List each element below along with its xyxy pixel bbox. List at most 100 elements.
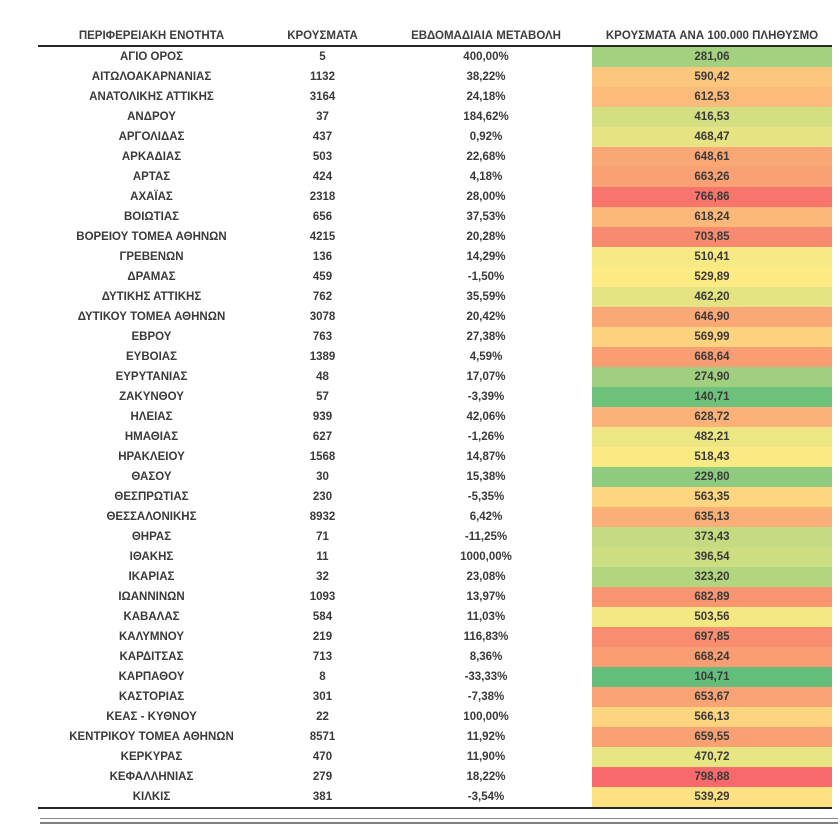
cases-cell: 1132 [310, 71, 335, 83]
region-cell: ΚΑΒΑΛΑΣ [123, 611, 180, 623]
cases-cell: 2318 [309, 191, 336, 203]
per-100k-cell: 373,43 [592, 527, 832, 547]
per-100k-cell: 668,64 [592, 347, 832, 367]
weekly-change-cell: 400,00% [463, 51, 509, 63]
per-100k-cell: 628,72 [592, 407, 832, 427]
weekly-change-cell: -5,35% [467, 491, 505, 503]
cases-cell: 763 [312, 331, 333, 343]
table-row: ΗΡΑΚΛΕΙΟΥ 1568 14,87% 518,43 [38, 447, 832, 467]
cases-cell: 30 [316, 471, 329, 483]
table-row: ΘΕΣΣΑΛΟΝΙΚΗΣ 8932 6,42% 635,13 [38, 507, 832, 527]
cases-cell: 37 [316, 111, 329, 123]
cases-cell: 1389 [309, 351, 336, 363]
table-body: ΑΓΙΟ ΟΡΟΣ 5 400,00% 281,06 ΑΙΤΩΛΟΑΚΑΡΝΑΝΙΑΣ 1… [38, 46, 832, 809]
cases-cell: 3078 [309, 311, 336, 323]
region-cell: ΗΡΑΚΛΕΙΟΥ [118, 451, 185, 463]
weekly-change-cell: 11,03% [466, 611, 506, 623]
table-row: ΑΧΑΪΑΣ 2318 28,00% 766,86 [38, 187, 832, 207]
weekly-change-cell: 184,62% [463, 111, 509, 123]
table-row: ΚΑΣΤΟΡΙΑΣ 301 -7,38% 653,67 [38, 687, 832, 707]
region-cell: ΓΡΕΒΕΝΩΝ [119, 251, 184, 263]
weekly-change-cell: 116,83% [463, 631, 509, 643]
table-row: ΗΛΕΙΑΣ 939 42,06% 628,72 [38, 407, 832, 427]
cases-cell: 8571 [309, 731, 336, 743]
per-100k-cell: 396,54 [592, 547, 832, 567]
region-cell: ΚΕΑΣ - ΚΥΘΝΟΥ [106, 711, 197, 723]
table-row: ΔΥΤΙΚΟΥ ΤΟΜΕΑ ΑΘΗΝΩΝ 3078 20,42% 646,90 [38, 307, 832, 327]
region-cell: ΘΗΡΑΣ [131, 531, 172, 543]
cases-cell: 301 [312, 691, 333, 703]
cases-cell: 1568 [309, 451, 336, 463]
per-100k-cell: 229,80 [592, 467, 832, 487]
table-row: ΑΙΤΩΛΟΑΚΑΡΝΑΝΙΑΣ 1132 38,22% 590,42 [38, 67, 832, 87]
weekly-change-cell: 13,97% [466, 591, 506, 603]
per-100k-cell: 668,24 [592, 647, 832, 667]
per-100k-cell: 416,53 [592, 107, 832, 127]
region-cell: ΔΡΑΜΑΣ [127, 271, 176, 283]
per-100k-cell: 104,71 [592, 667, 832, 687]
table-row: ΘΕΣΠΡΩΤΙΑΣ 230 -5,35% 563,35 [38, 487, 832, 507]
weekly-change-cell: 14,87% [466, 451, 506, 463]
table-row: ΓΡΕΒΕΝΩΝ 136 14,29% 510,41 [38, 247, 832, 267]
table-row: ΑΓΙΟ ΟΡΟΣ 5 400,00% 281,06 [38, 46, 832, 67]
per-100k-cell: 482,21 [592, 427, 832, 447]
cases-cell: 48 [316, 371, 329, 383]
cases-cell: 8 [319, 671, 326, 683]
region-cell: ΙΚΑΡΙΑΣ [128, 571, 175, 583]
weekly-change-cell: -33,33% [464, 671, 508, 683]
weekly-change-cell: 28,00% [466, 191, 506, 203]
region-cell: ΚΑΡΠΑΘΟΥ [118, 671, 185, 683]
cases-cell: 656 [312, 211, 333, 223]
cases-cell: 22 [316, 711, 329, 723]
weekly-change-cell: 1000,00% [460, 551, 512, 563]
region-cell: ΑΡΚΑΔΙΑΣ [121, 151, 182, 163]
region-cell: ΘΕΣΣΑΛΟΝΙΚΗΣ [106, 511, 197, 523]
weekly-change-cell: 18,22% [466, 771, 506, 783]
weekly-change-cell: 14,29% [466, 251, 506, 263]
cases-cell: 627 [312, 431, 333, 443]
region-cell: ΙΩΑΝΝΙΝΩΝ [118, 591, 185, 603]
per-100k-cell: 470,72 [592, 747, 832, 767]
region-cell: ΒΟΙΩΤΙΑΣ [123, 211, 180, 223]
weekly-change-cell: -1,26% [467, 431, 505, 443]
weekly-change-cell: 23,08% [466, 571, 506, 583]
per-100k-cell: 510,41 [592, 247, 832, 267]
per-100k-cell: 766,86 [592, 187, 832, 207]
per-100k-cell: 274,90 [592, 367, 832, 387]
table-row: ΕΒΡΟΥ 763 27,38% 569,99 [38, 327, 832, 347]
weekly-change-cell: 37,53% [466, 211, 506, 223]
cases-cell: 713 [312, 651, 333, 663]
cases-cell: 381 [265, 787, 380, 809]
per-100k-cell: 281,06 [592, 46, 832, 67]
table-row: ΖΑΚΥΝΘΟΥ 57 -3,39% 140,71 [38, 387, 832, 407]
cases-cell: 71 [316, 531, 329, 543]
table-row: ΚΑΡΠΑΘΟΥ 8 -33,33% 104,71 [38, 667, 832, 687]
region-cell: ΕΥΒΟΙΑΣ [126, 351, 177, 363]
region-cell: ΑΝΑΤΟΛΙΚΗΣ ΑΤΤΙΚΗΣ [89, 91, 214, 103]
region-cell: ΚΑΛΥΜΝΟΥ [118, 631, 185, 643]
cases-cell: 5 [319, 51, 326, 63]
weekly-change-cell: 11,90% [466, 751, 506, 763]
per-100k-cell: 635,13 [592, 507, 832, 527]
cases-cell: 424 [312, 171, 333, 183]
per-100k-cell: 323,20 [592, 567, 832, 587]
region-cell: ΚΕΦΑΛΛΗΝΙΑΣ [109, 771, 194, 783]
column-header-region: ΠΕΡΙΦΕΡΕΙΑΚΗ ΕΝΟΤΗΤΑ [38, 26, 265, 47]
per-100k-cell: 798,88 [592, 767, 832, 787]
weekly-change-cell: -1,50% [467, 271, 505, 283]
per-100k-cell: 518,43 [592, 447, 832, 467]
table-row: ΑΡΚΑΔΙΑΣ 503 22,68% 648,61 [38, 147, 832, 167]
bottom-divider-line-bottom [40, 822, 838, 824]
region-cell: ΑΡΤΑΣ [132, 171, 171, 183]
region-cell: ΘΕΣΠΡΩΤΙΑΣ [114, 491, 189, 503]
cases-cell: 219 [312, 631, 333, 643]
region-cell: ΚΑΣΤΟΡΙΑΣ [118, 691, 185, 703]
per-100k-cell: 563,35 [592, 487, 832, 507]
per-100k-cell: 653,67 [592, 687, 832, 707]
per-100k-cell: 462,20 [592, 287, 832, 307]
per-100k-cell: 682,89 [592, 587, 832, 607]
region-cell: ΑΙΤΩΛΟΑΚΑΡΝΑΝΙΑΣ [91, 71, 212, 83]
table-row: ΚΑΡΔΙΤΣΑΣ 713 8,36% 668,24 [38, 647, 832, 667]
table-row: ΙΚΑΡΙΑΣ 32 23,08% 323,20 [38, 567, 832, 587]
cases-cell: 503 [312, 151, 333, 163]
